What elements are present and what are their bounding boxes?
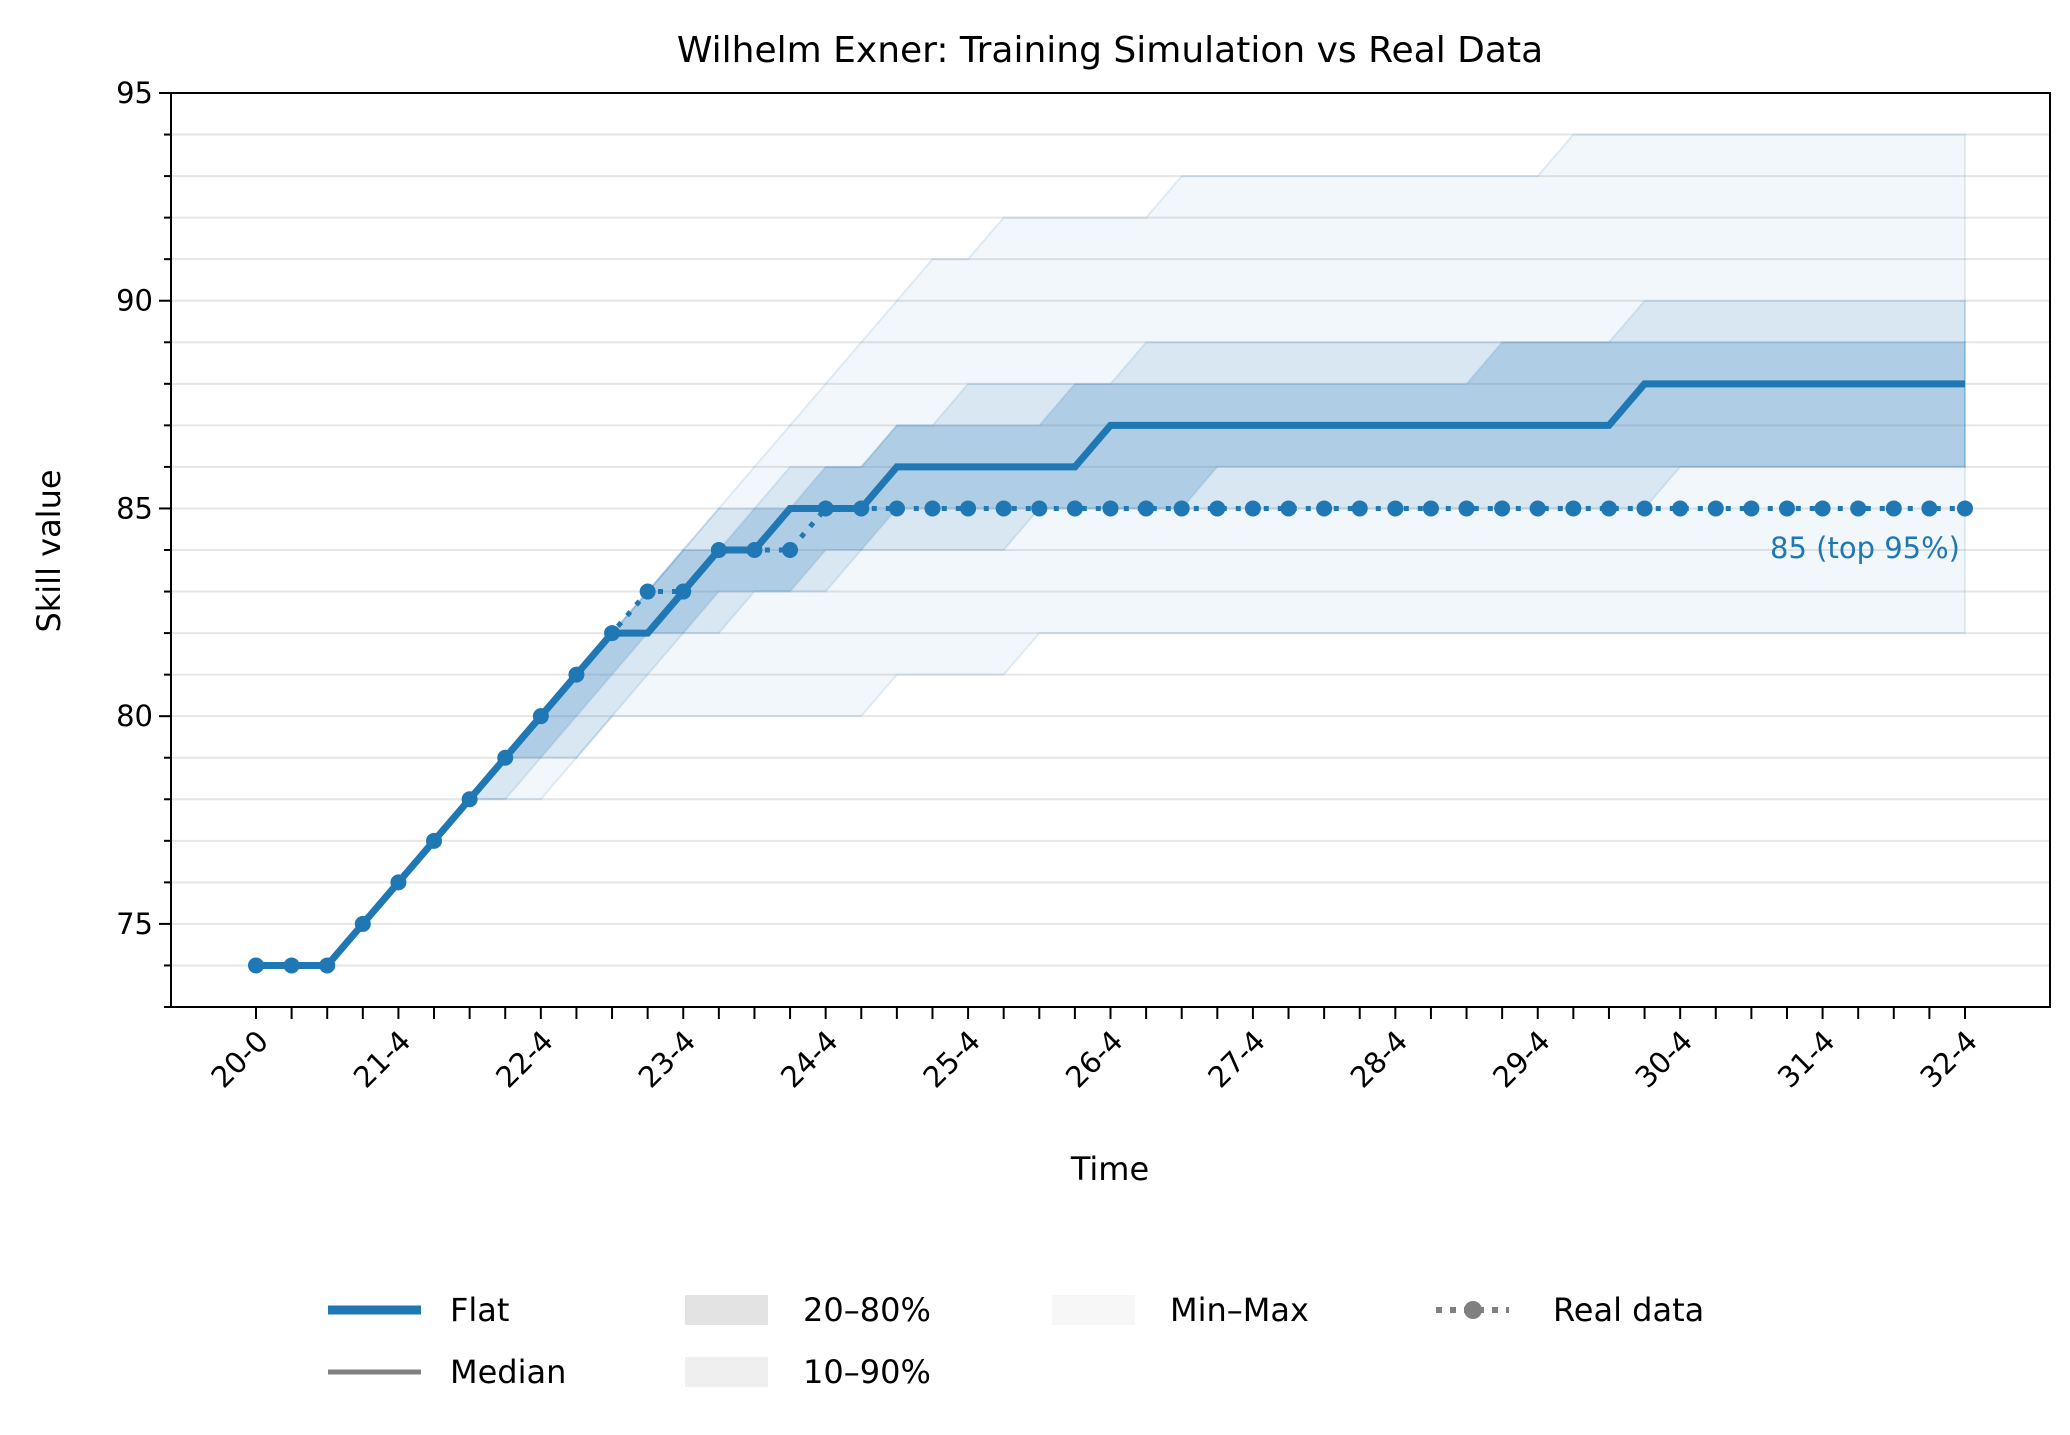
real-data-point bbox=[1351, 500, 1368, 517]
real-data-point bbox=[1209, 500, 1226, 517]
legend-label: Min–Max bbox=[1170, 1291, 1309, 1329]
real-data-point bbox=[1458, 500, 1475, 517]
real-data-point bbox=[1565, 500, 1582, 517]
x-tick-label: 26-4 bbox=[1059, 1024, 1130, 1095]
real-data-point bbox=[1280, 500, 1297, 517]
real-data-point bbox=[639, 583, 656, 600]
real-data-point bbox=[1672, 500, 1689, 517]
real-data-point bbox=[1316, 500, 1333, 517]
real-data-point bbox=[1138, 500, 1155, 517]
real-data-point bbox=[1778, 500, 1795, 517]
x-tick-label: 22-4 bbox=[489, 1024, 560, 1095]
legend-item: Median bbox=[328, 1353, 566, 1391]
legend-label: Real data bbox=[1553, 1291, 1704, 1329]
real-data-point bbox=[1921, 500, 1938, 517]
legend-label: 10–90% bbox=[803, 1353, 931, 1391]
annotation-label: 85 (top 95%) bbox=[1770, 531, 1960, 565]
real-data-point bbox=[1529, 500, 1546, 517]
legend-item: Flat bbox=[328, 1291, 509, 1329]
x-tick-label: 24-4 bbox=[774, 1024, 845, 1095]
flat-line bbox=[256, 380, 1965, 969]
x-tick-label: 29-4 bbox=[1486, 1024, 1557, 1095]
x-tick-label: 20-0 bbox=[204, 1024, 275, 1095]
series-lines bbox=[248, 380, 1973, 974]
x-tick-label: 23-4 bbox=[632, 1024, 703, 1095]
y-tick-label: 85 bbox=[116, 491, 153, 525]
real-data-point bbox=[1850, 500, 1867, 517]
y-tick-label: 95 bbox=[116, 76, 153, 110]
x-tick-label: 27-4 bbox=[1201, 1024, 1272, 1095]
real-data-point bbox=[1885, 500, 1902, 517]
x-tick-label: 28-4 bbox=[1344, 1024, 1415, 1095]
x-tick-label: 25-4 bbox=[916, 1024, 987, 1095]
legend-item: Real data bbox=[1436, 1291, 1704, 1329]
real-data-point bbox=[782, 542, 799, 558]
legend-label: Flat bbox=[450, 1291, 509, 1329]
real-data-point bbox=[1707, 500, 1724, 517]
legend-swatch-marker bbox=[1464, 1301, 1482, 1319]
real-data-point bbox=[1814, 500, 1831, 517]
real-data-point bbox=[1422, 500, 1439, 517]
real-data-point bbox=[1031, 500, 1048, 517]
real-data-point bbox=[1387, 500, 1404, 517]
real-data-point bbox=[1102, 500, 1119, 517]
real-data-point bbox=[960, 500, 977, 517]
real-data-point bbox=[1066, 500, 1083, 517]
legend-item: 10–90% bbox=[685, 1353, 931, 1391]
real-data-point bbox=[1600, 500, 1617, 517]
legend-item: 20–80% bbox=[685, 1291, 931, 1329]
y-tick-label: 75 bbox=[116, 907, 153, 941]
chart-title: Wilhelm Exner: Training Simulation vs Re… bbox=[677, 30, 1543, 71]
real-data-point bbox=[1957, 500, 1973, 517]
legend-swatch-patch bbox=[685, 1357, 768, 1387]
x-tick-label: 32-4 bbox=[1913, 1024, 1984, 1095]
real-data-point bbox=[995, 500, 1012, 517]
legend-swatch-patch bbox=[685, 1295, 768, 1325]
real-data-point bbox=[1173, 500, 1190, 517]
x-tick-label: 31-4 bbox=[1771, 1024, 1842, 1095]
x-tick-label: 30-4 bbox=[1629, 1024, 1700, 1095]
real-data-point bbox=[924, 500, 941, 517]
real-data-point bbox=[1636, 500, 1653, 517]
real-data-point bbox=[1244, 500, 1261, 517]
legend-label: 20–80% bbox=[803, 1291, 931, 1329]
x-axis-label: Time bbox=[1070, 1150, 1149, 1188]
legend: Flat Median 20–80% 10–90% Min–Max Real data bbox=[328, 1291, 1704, 1391]
legend-label: Median bbox=[450, 1353, 566, 1391]
y-tick-label: 80 bbox=[116, 699, 153, 733]
x-tick-label: 21-4 bbox=[347, 1024, 418, 1095]
legend-item: Min–Max bbox=[1052, 1291, 1309, 1329]
real-data-point bbox=[888, 500, 905, 517]
y-tick-label: 90 bbox=[116, 284, 153, 318]
real-data-point bbox=[1494, 500, 1511, 517]
legend-swatch-patch bbox=[1052, 1295, 1135, 1325]
y-axis-label: Skill value bbox=[30, 469, 68, 632]
real-data-point bbox=[1743, 500, 1760, 517]
band-20-80- bbox=[256, 341, 1966, 967]
